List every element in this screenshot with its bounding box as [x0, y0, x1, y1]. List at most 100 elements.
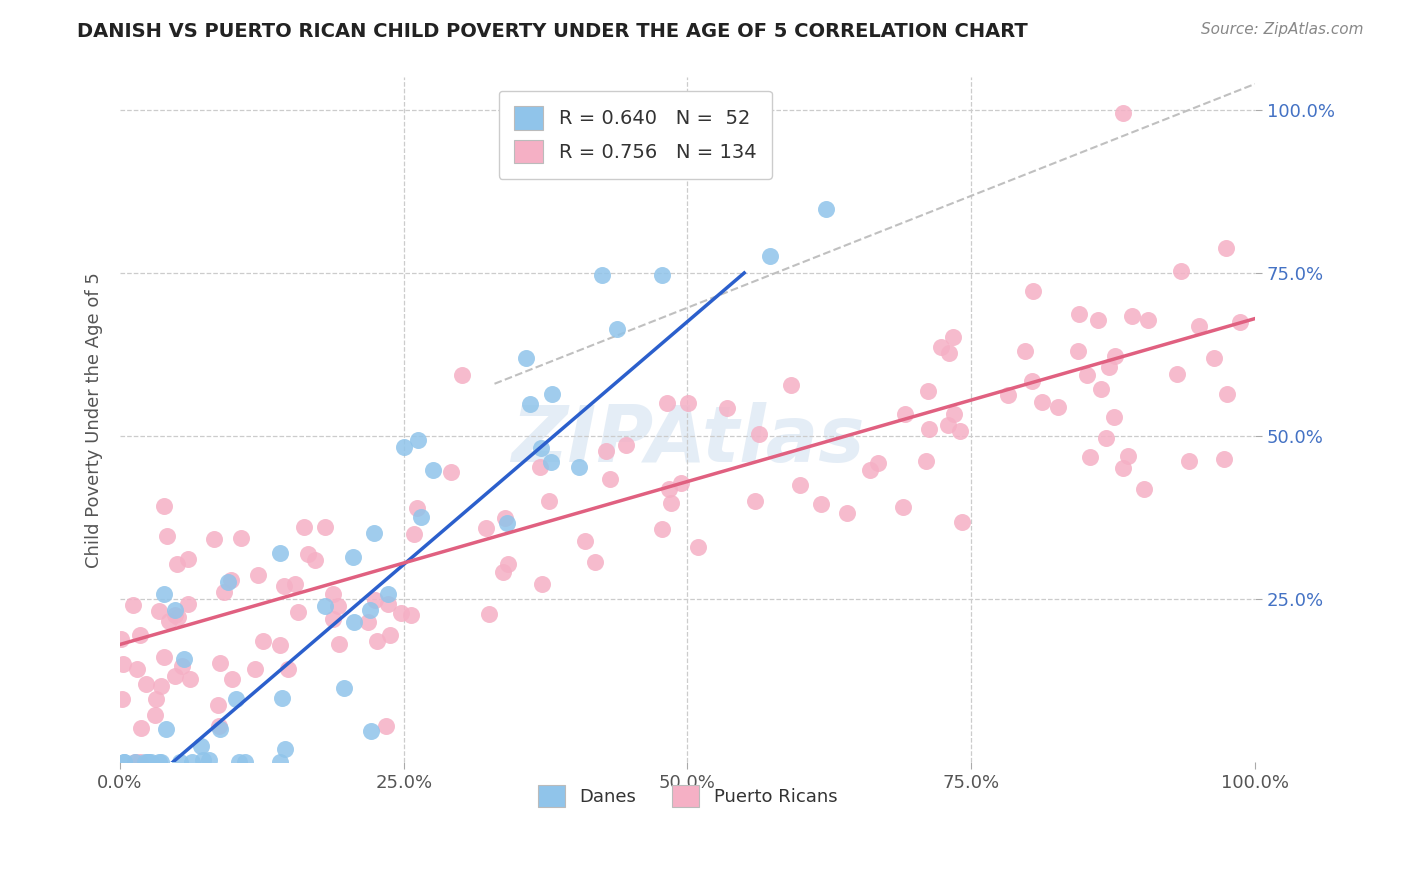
Point	[494, 510, 516, 524]
Point	[177, 552, 200, 566]
Point	[243, 662, 266, 676]
Point	[110, 632, 132, 646]
Point	[292, 520, 315, 534]
Point	[138, 755, 160, 769]
Point	[180, 755, 202, 769]
Point	[1021, 374, 1043, 388]
Point	[134, 755, 156, 769]
Point	[191, 753, 214, 767]
Point	[112, 755, 135, 769]
Point	[650, 161, 672, 175]
Point	[392, 440, 415, 454]
Point	[1080, 450, 1102, 465]
Point	[221, 672, 243, 686]
Point	[949, 424, 972, 438]
Point	[744, 493, 766, 508]
Point	[138, 755, 160, 769]
Point	[451, 368, 474, 383]
Point	[314, 520, 336, 534]
Point	[366, 633, 388, 648]
Point	[1047, 400, 1070, 414]
Point	[779, 377, 801, 392]
Point	[422, 462, 444, 476]
Point	[409, 510, 432, 524]
Point	[498, 558, 520, 572]
Point	[477, 607, 499, 622]
Point	[1067, 343, 1090, 358]
Point	[177, 597, 200, 611]
Point	[519, 397, 541, 411]
Point	[439, 466, 461, 480]
Point	[406, 433, 429, 447]
Point	[530, 577, 553, 591]
Point	[659, 496, 682, 510]
Point	[269, 638, 291, 652]
Point	[583, 556, 606, 570]
Point	[165, 608, 187, 623]
Point	[716, 401, 738, 415]
Point	[129, 721, 152, 735]
Point	[595, 444, 617, 458]
Point	[1104, 349, 1126, 363]
Point	[1014, 343, 1036, 358]
Point	[271, 691, 294, 706]
Point	[529, 460, 551, 475]
Point	[651, 268, 673, 282]
Point	[891, 500, 914, 515]
Point	[475, 521, 498, 535]
Point	[616, 438, 638, 452]
Point	[169, 755, 191, 769]
Point	[537, 494, 560, 508]
Point	[405, 501, 427, 516]
Point	[284, 577, 307, 591]
Point	[515, 351, 537, 366]
Point	[135, 677, 157, 691]
Point	[190, 739, 212, 753]
Point	[277, 662, 299, 676]
Point	[228, 755, 250, 769]
Point	[936, 417, 959, 432]
Point	[297, 548, 319, 562]
Point	[273, 579, 295, 593]
Point	[112, 755, 135, 769]
Point	[789, 478, 811, 492]
Text: Source: ZipAtlas.com: Source: ZipAtlas.com	[1201, 22, 1364, 37]
Point	[1116, 450, 1139, 464]
Point	[1178, 454, 1201, 468]
Point	[943, 407, 966, 421]
Point	[1112, 105, 1135, 120]
Point	[1098, 359, 1121, 374]
Point	[128, 628, 150, 642]
Point	[269, 755, 291, 769]
Point	[758, 249, 780, 263]
Point	[814, 202, 837, 216]
Point	[1212, 451, 1234, 466]
Point	[651, 522, 673, 536]
Point	[360, 724, 382, 739]
Point	[124, 755, 146, 769]
Point	[207, 698, 229, 712]
Point	[401, 608, 423, 623]
Point	[231, 532, 253, 546]
Point	[163, 669, 186, 683]
Point	[1166, 368, 1188, 382]
Point	[208, 719, 231, 733]
Point	[139, 755, 162, 769]
Point	[1095, 431, 1118, 445]
Point	[202, 533, 225, 547]
Point	[342, 550, 364, 565]
Point	[273, 741, 295, 756]
Point	[997, 388, 1019, 402]
Point	[165, 603, 187, 617]
Point	[1022, 285, 1045, 299]
Point	[172, 658, 194, 673]
Point	[859, 463, 882, 477]
Point	[364, 593, 387, 607]
Point	[225, 692, 247, 706]
Point	[1187, 318, 1209, 333]
Point	[1112, 460, 1135, 475]
Point	[359, 603, 381, 617]
Point	[153, 649, 176, 664]
Point	[929, 340, 952, 354]
Point	[179, 673, 201, 687]
